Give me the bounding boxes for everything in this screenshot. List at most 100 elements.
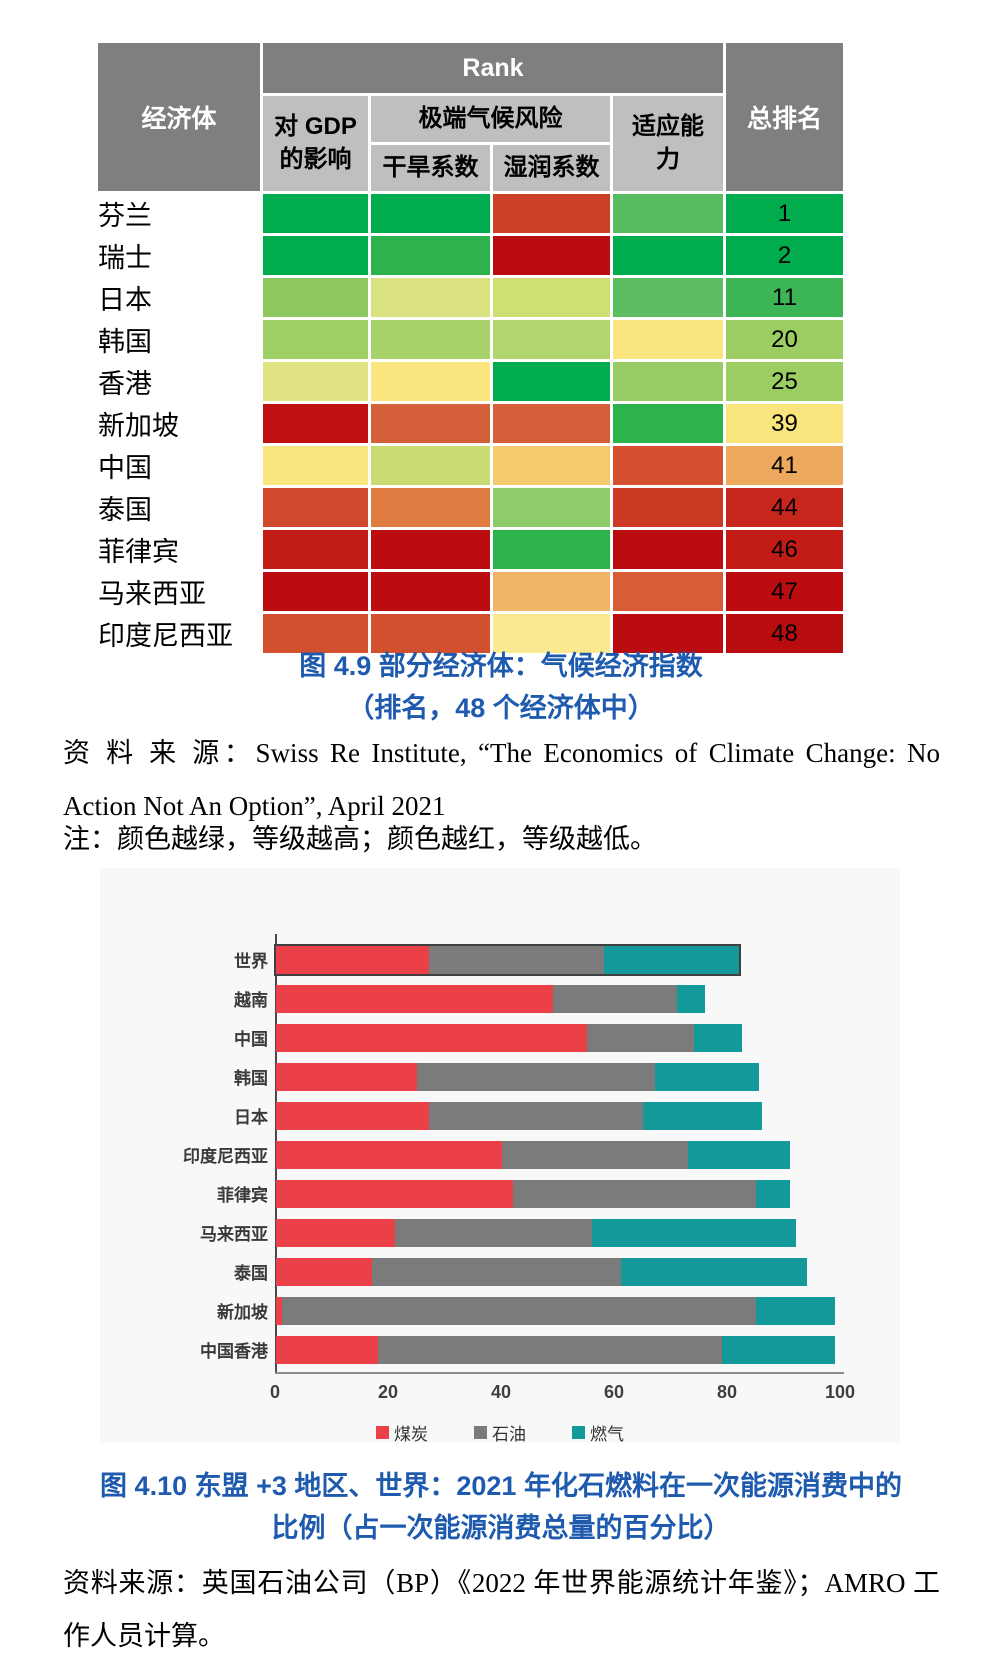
- category-label: 中国香港: [200, 1342, 268, 1361]
- stacked-bar: [276, 1101, 762, 1130]
- stacked-bar: [276, 984, 706, 1013]
- adaptation-rating-cell: [613, 572, 723, 611]
- legend-item: 石油: [474, 1420, 526, 1445]
- economy-name: 泰国: [98, 488, 260, 527]
- chart-row: 泰国: [100, 1252, 835, 1291]
- adaptation-rating-cell: [613, 236, 723, 275]
- header-gdp-impact-line1: 对 GDP: [274, 113, 357, 141]
- chart-row: 菲律宾: [100, 1174, 835, 1213]
- wet-rating-cell: [493, 362, 610, 401]
- x-tick-label: 100: [824, 1382, 856, 1402]
- chart-row: 韩国: [100, 1057, 835, 1096]
- stacked-bar: [276, 1023, 743, 1052]
- bar-segment-石油: [281, 1296, 757, 1325]
- drought-rating-cell: [371, 488, 490, 527]
- legend-item: 煤炭: [376, 1420, 428, 1445]
- chart-row: 越南: [100, 979, 835, 1018]
- economy-name: 香港: [98, 362, 260, 401]
- bar-segment-煤炭: [276, 1335, 378, 1364]
- drought-rating-cell: [371, 194, 490, 233]
- header-economy: 经济体: [98, 43, 260, 191]
- gdp-rating-cell: [263, 194, 368, 233]
- drought-rating-cell: [371, 362, 490, 401]
- adaptation-rating-cell: [613, 614, 723, 653]
- x-tick-label: 60: [603, 1382, 625, 1402]
- total-rank-cell: 46: [726, 530, 843, 569]
- wet-rating-cell: [493, 320, 610, 359]
- chart-rows: 世界 越南 中国 韩国 日本 印度尼西亚 菲律宾 马来西亚 泰国 新加坡 中国香港: [100, 940, 836, 1369]
- chart-legend: 煤炭 石油 燃气: [220, 1420, 780, 1445]
- category-label: 日本: [234, 1108, 268, 1127]
- bar-segment-石油: [586, 1023, 695, 1052]
- total-rank-cell: 20: [726, 320, 843, 359]
- drought-rating-cell: [371, 278, 490, 317]
- figure-4-10-caption-line1: 图 4.10 东盟 +3 地区、世界：2021 年化石燃料在一次能源消费中的: [100, 1471, 902, 1501]
- x-tick-label: 0: [269, 1382, 281, 1402]
- gdp-rating-cell: [263, 488, 368, 527]
- adaptation-rating-cell: [613, 320, 723, 359]
- table-row: 泰国 44: [98, 488, 843, 527]
- bar-segment-燃气: [722, 1335, 836, 1364]
- wet-rating-cell: [493, 446, 610, 485]
- gdp-rating-cell: [263, 572, 368, 611]
- economy-name: 马来西亚: [98, 572, 260, 611]
- figure-4-9-source: 资 料 来 源：Swiss Re Institute, “The Economi…: [63, 738, 940, 821]
- header-total-rank: 总排名: [726, 43, 843, 191]
- climate-table-body: 芬兰 1 瑞士 2 日本 11 韩国 20 香港 25 新加坡 39 中国 41 泰国 44 菲律宾 46 马来西亚…: [98, 194, 843, 653]
- bar-segment-煤炭: [276, 1257, 373, 1286]
- gdp-rating-cell: [263, 278, 368, 317]
- category-label: 泰国: [234, 1264, 268, 1283]
- bar-segment-燃气: [620, 1257, 808, 1286]
- chart-tick-labels: 0 20 40 60 80 100: [270, 1382, 855, 1406]
- category-label: 中国: [234, 1030, 268, 1049]
- chart-row: 新加坡: [100, 1291, 836, 1330]
- climate-index-table: 经济体 Rank 总排名 对 GDP 的影响 极端气候风险 适应能 力 干旱系数…: [95, 40, 846, 656]
- header-adaptation: 适应能 力: [613, 96, 723, 191]
- stacked-bar: [276, 1296, 836, 1325]
- chart-x-axis: [275, 1372, 844, 1374]
- bar-segment-石油: [428, 1101, 644, 1130]
- gdp-rating-cell: [263, 362, 368, 401]
- table-row: 瑞士 2: [98, 236, 843, 275]
- economy-name: 印度尼西亚: [98, 614, 260, 653]
- drought-rating-cell: [371, 530, 490, 569]
- economy-name: 日本: [98, 278, 260, 317]
- gdp-rating-cell: [263, 614, 368, 653]
- wet-rating-cell: [493, 194, 610, 233]
- drought-rating-cell: [371, 404, 490, 443]
- chart-row: 中国: [100, 1018, 835, 1057]
- economy-name: 芬兰: [98, 194, 260, 233]
- gdp-rating-cell: [263, 446, 368, 485]
- gdp-rating-cell: [263, 236, 368, 275]
- legend-swatch-icon: [376, 1426, 389, 1439]
- header-adaptation-line2: 力: [656, 145, 680, 173]
- total-rank-cell: 25: [726, 362, 843, 401]
- drought-rating-cell: [371, 320, 490, 359]
- chart-row: 中国香港: [100, 1330, 836, 1369]
- category-label: 韩国: [234, 1069, 268, 1088]
- x-tick-label: 20: [377, 1382, 399, 1402]
- economy-name: 新加坡: [98, 404, 260, 443]
- bar-segment-燃气: [654, 1062, 760, 1091]
- figure-4-10-caption: 图 4.10 东盟 +3 地区、世界：2021 年化石燃料在一次能源消费中的 比…: [0, 1466, 1002, 1550]
- chart-row: 印度尼西亚: [100, 1135, 835, 1174]
- stacked-bar: [276, 1179, 791, 1208]
- adaptation-rating-cell: [613, 446, 723, 485]
- legend-label: 燃气: [590, 1425, 624, 1444]
- table-row: 日本 11: [98, 278, 843, 317]
- drought-rating-cell: [371, 236, 490, 275]
- bar-segment-燃气: [694, 1023, 743, 1052]
- drought-rating-cell: [371, 446, 490, 485]
- x-tick-label: 80: [716, 1382, 738, 1402]
- legend-swatch-icon: [474, 1426, 487, 1439]
- header-gdp-impact-line2: 的影响: [279, 145, 352, 173]
- bar-segment-煤炭: [276, 1023, 587, 1052]
- bar-segment-煤炭: [276, 984, 553, 1013]
- wet-rating-cell: [493, 530, 610, 569]
- stacked-bar: [276, 1062, 760, 1091]
- table-row: 中国 41: [98, 446, 843, 485]
- total-rank-cell: 1: [726, 194, 843, 233]
- economy-name: 菲律宾: [98, 530, 260, 569]
- economy-name: 瑞士: [98, 236, 260, 275]
